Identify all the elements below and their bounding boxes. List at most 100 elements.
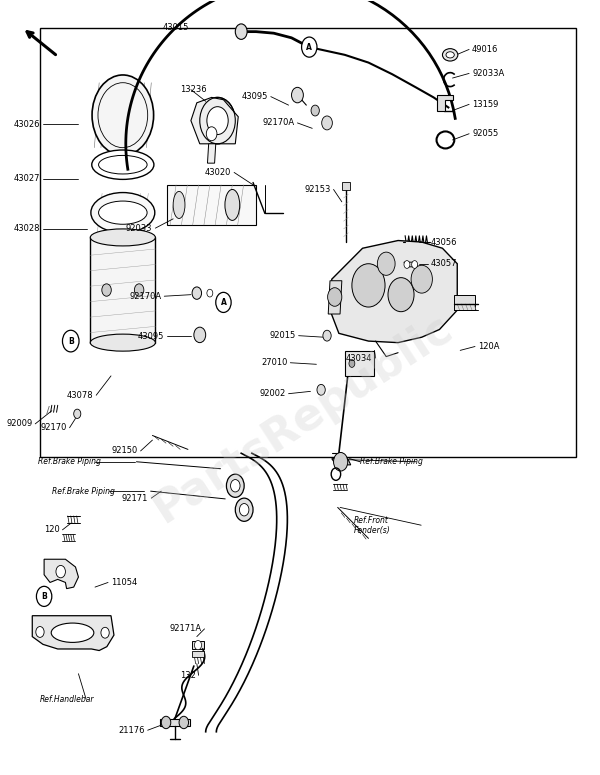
Text: 11054: 11054: [111, 578, 137, 587]
Circle shape: [92, 75, 154, 156]
Polygon shape: [328, 281, 342, 314]
Ellipse shape: [98, 156, 147, 174]
Text: 43078: 43078: [67, 391, 93, 400]
Bar: [40, 28, 575, 457]
Text: 92033A: 92033A: [472, 69, 504, 78]
Text: 92153: 92153: [304, 185, 331, 194]
Circle shape: [161, 716, 171, 728]
Text: 92033: 92033: [126, 224, 152, 232]
Ellipse shape: [225, 189, 240, 220]
Text: 49016: 49016: [472, 45, 499, 54]
Text: 27010: 27010: [261, 358, 287, 367]
Circle shape: [411, 265, 433, 293]
Text: B: B: [41, 592, 47, 601]
Ellipse shape: [173, 191, 185, 219]
Ellipse shape: [51, 623, 94, 642]
Text: 92171: 92171: [122, 494, 148, 503]
Bar: [167, 184, 256, 225]
Polygon shape: [192, 641, 204, 649]
Text: 43028: 43028: [13, 225, 40, 233]
Circle shape: [36, 626, 44, 637]
Text: 120: 120: [44, 525, 59, 534]
Polygon shape: [191, 98, 238, 144]
Circle shape: [292, 88, 304, 103]
Circle shape: [352, 264, 385, 307]
Ellipse shape: [91, 192, 155, 232]
Text: 92171A: 92171A: [169, 625, 202, 633]
Text: 43026: 43026: [13, 120, 40, 129]
Text: Ref.Front
Fender(s): Ref.Front Fender(s): [353, 515, 391, 535]
Text: 92002: 92002: [259, 389, 286, 398]
Circle shape: [192, 287, 202, 299]
Text: 92170: 92170: [40, 423, 67, 432]
Polygon shape: [332, 459, 351, 465]
Circle shape: [98, 83, 148, 148]
Circle shape: [194, 327, 206, 343]
Text: Ref.Handlebar: Ref.Handlebar: [40, 694, 94, 704]
Bar: [90, 237, 155, 343]
Polygon shape: [330, 240, 457, 343]
Text: 92170A: 92170A: [262, 119, 295, 127]
Text: 43056: 43056: [431, 238, 457, 246]
Bar: [343, 182, 350, 190]
Circle shape: [207, 289, 213, 297]
Ellipse shape: [90, 334, 155, 351]
Circle shape: [317, 384, 325, 395]
Text: 92170A: 92170A: [129, 291, 161, 301]
Circle shape: [206, 127, 217, 141]
Text: A: A: [221, 298, 226, 307]
Circle shape: [230, 480, 240, 492]
Circle shape: [311, 105, 319, 116]
Polygon shape: [404, 262, 418, 267]
Ellipse shape: [98, 201, 147, 224]
Circle shape: [323, 330, 331, 341]
Circle shape: [302, 37, 317, 57]
Circle shape: [102, 284, 111, 296]
Text: B: B: [68, 336, 74, 346]
Ellipse shape: [442, 49, 458, 61]
Circle shape: [179, 716, 188, 728]
Text: 43020: 43020: [205, 168, 231, 177]
Bar: [192, 650, 204, 656]
Text: 43095: 43095: [138, 332, 164, 341]
Text: 92009: 92009: [6, 419, 32, 429]
Circle shape: [226, 474, 244, 498]
Text: Ref.Brake Piping: Ref.Brake Piping: [38, 457, 101, 467]
Polygon shape: [437, 95, 452, 111]
Circle shape: [235, 24, 247, 40]
Circle shape: [37, 587, 52, 606]
Text: 21176: 21176: [118, 725, 145, 735]
Text: 92015: 92015: [269, 331, 296, 340]
Circle shape: [216, 292, 231, 312]
Text: 43027: 43027: [13, 174, 40, 183]
Ellipse shape: [446, 52, 454, 58]
Bar: [345, 351, 374, 376]
Circle shape: [62, 330, 79, 352]
Circle shape: [328, 288, 342, 306]
Circle shape: [194, 640, 202, 649]
Text: 43057: 43057: [431, 259, 457, 268]
Circle shape: [412, 260, 418, 268]
Circle shape: [404, 260, 410, 268]
Text: /: /: [46, 405, 50, 415]
Circle shape: [207, 107, 228, 135]
Text: 43015: 43015: [163, 23, 189, 33]
Text: 132: 132: [180, 671, 196, 680]
Ellipse shape: [92, 150, 154, 179]
Text: PartsRepublic: PartsRepublic: [146, 305, 461, 531]
Circle shape: [349, 360, 355, 367]
Text: A: A: [307, 43, 312, 52]
Polygon shape: [454, 294, 475, 310]
Text: 43095: 43095: [241, 92, 268, 101]
Polygon shape: [44, 560, 79, 589]
Polygon shape: [208, 144, 216, 164]
Text: 43034: 43034: [346, 353, 373, 363]
Text: 92055: 92055: [472, 129, 498, 138]
Circle shape: [239, 504, 249, 516]
Polygon shape: [32, 615, 114, 650]
Circle shape: [134, 284, 144, 296]
Text: 13159: 13159: [472, 100, 499, 109]
Text: Ref.Brake Piping: Ref.Brake Piping: [52, 487, 115, 496]
Circle shape: [74, 409, 81, 419]
Text: 92150: 92150: [112, 446, 137, 456]
